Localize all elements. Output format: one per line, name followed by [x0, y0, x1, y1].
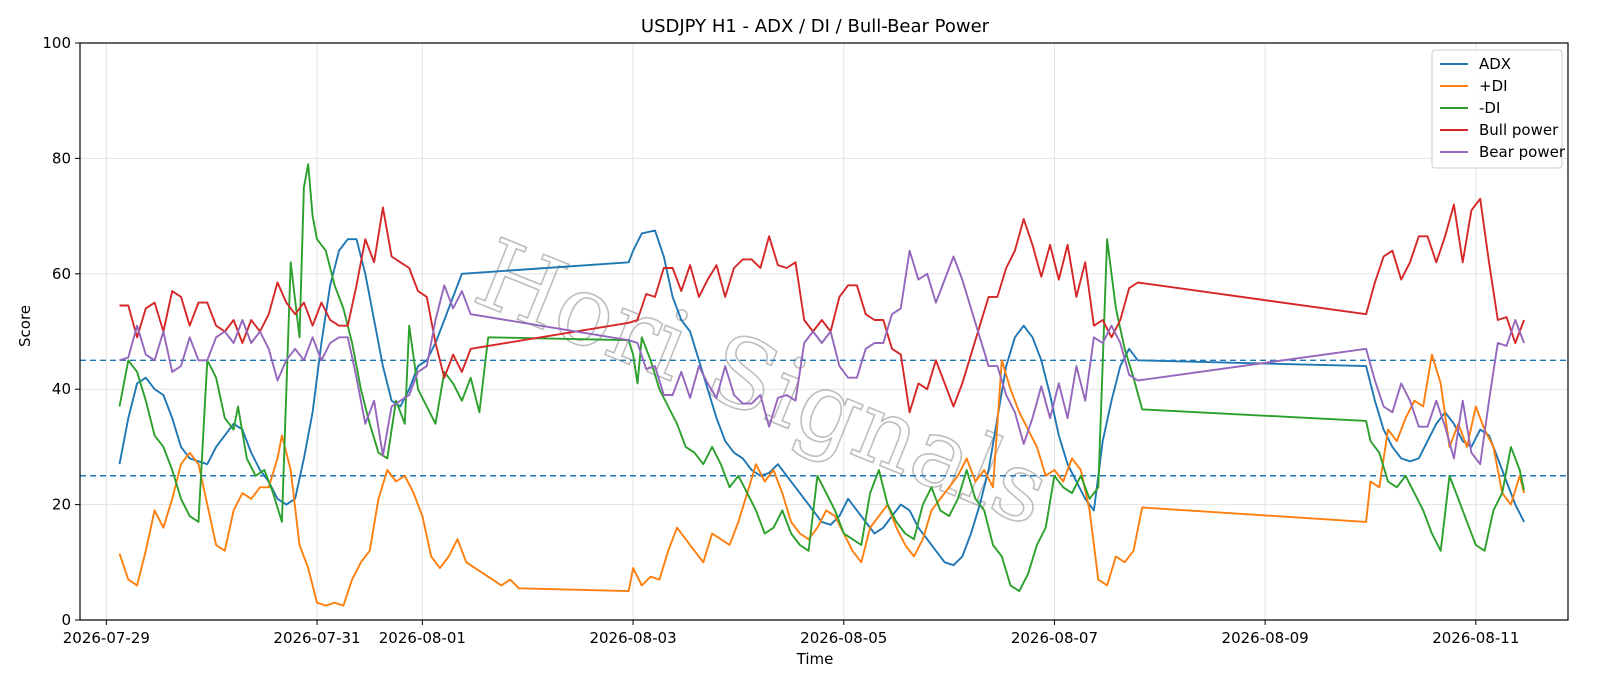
legend-label: -DI: [1479, 99, 1500, 117]
x-tick-label: 2026-07-31: [273, 629, 360, 647]
y-tick-label: 60: [52, 265, 71, 283]
series-lines: [118, 163, 1526, 607]
legend-label: Bear power: [1479, 143, 1566, 161]
legend-label: Bull power: [1479, 121, 1559, 139]
y-tick-label: 80: [52, 149, 71, 167]
legend-label: +DI: [1479, 77, 1508, 95]
x-tick-label: 2026-08-07: [1011, 629, 1098, 647]
plot-frame: [79, 42, 1569, 621]
series-line-di: [118, 353, 1526, 607]
y-tick-label: 20: [52, 496, 71, 514]
x-tick-label: 2026-08-01: [379, 629, 466, 647]
x-tick-label: 2026-08-09: [1222, 629, 1309, 647]
legend-label: ADX: [1479, 55, 1511, 73]
x-tick-label: 2026-07-29: [63, 629, 150, 647]
x-tick-label: 2026-08-05: [800, 629, 887, 647]
series-line-bull-power: [119, 197, 1525, 414]
y-axis-ticks: 0 20 40 60 80 100: [42, 34, 80, 629]
y-tick-label: 40: [52, 380, 71, 398]
y-tick-label: 100: [42, 34, 71, 52]
x-tick-label: 2026-08-03: [589, 629, 676, 647]
legend: ADX +DI -DI Bull power Bear power: [1431, 49, 1566, 169]
y-tick-label: 0: [61, 611, 71, 629]
x-axis-label: Time: [796, 650, 834, 668]
x-axis-ticks: 2026-07-29 2026-07-31 2026-08-01 2026-08-03…: [63, 620, 1519, 647]
y-axis-label: Score: [16, 305, 34, 347]
series-line-bear-power: [119, 249, 1525, 466]
grid-lines: [80, 42, 1568, 621]
reference-lines: [80, 359, 1568, 477]
legend-box: [1431, 49, 1563, 169]
chart-title: USDJPY H1 - ADX / DI / Bull-Bear Power: [641, 16, 990, 37]
x-tick-label: 2026-08-11: [1432, 629, 1519, 647]
series-line-adx: [118, 229, 1525, 567]
